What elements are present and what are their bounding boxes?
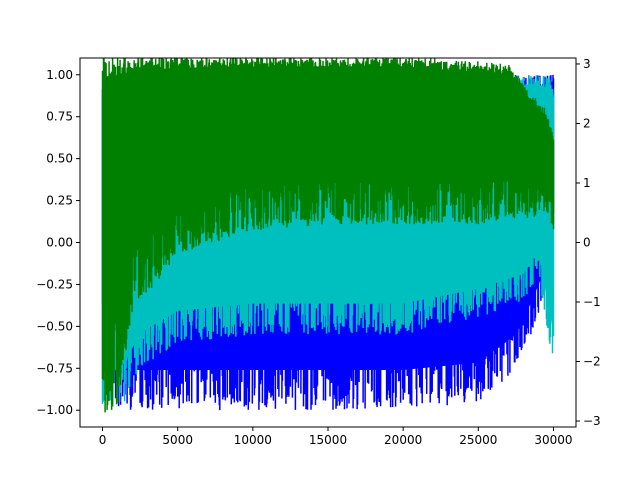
x-tick-label: 0 [99,433,107,447]
y-tick-label: 0.00 [46,236,73,250]
y-tick-label: 0.25 [46,194,73,208]
series-3-line [101,58,555,413]
x-axis: 0 5000 10000 15000 20000 25000 30000 [99,427,573,447]
y-axis-right: −3 −2 −1 0 1 2 3 [576,57,601,428]
x-tick-label: 30000 [534,433,572,447]
y-tick-label: 1.00 [46,68,73,82]
y-tick-label: 0.75 [46,110,73,124]
y2-tick-label: 3 [583,57,591,71]
y-tick-label: 0.50 [46,152,73,166]
y2-tick-label: 0 [583,236,591,250]
y-tick-label: −0.50 [36,319,73,333]
y-tick-label: −0.75 [36,361,73,375]
y2-tick-label: −2 [583,355,601,369]
y2-tick-label: −3 [583,414,601,428]
x-tick-label: 20000 [384,433,422,447]
x-tick-label: 25000 [459,433,497,447]
x-tick-label: 10000 [234,433,272,447]
series-3-band [101,58,555,413]
x-tick-label: 15000 [309,433,347,447]
y2-tick-label: 1 [583,176,591,190]
y-tick-label: −1.00 [36,403,73,417]
y2-tick-label: 2 [583,116,591,130]
y-tick-label: −0.25 [36,277,73,291]
x-tick-label: 5000 [162,433,193,447]
plot-area [101,58,555,413]
y2-tick-label: −1 [583,295,601,309]
y-axis-left: −1.00 −0.75 −0.50 −0.25 0.00 0.25 0.50 0.75 1.00 [36,68,80,417]
